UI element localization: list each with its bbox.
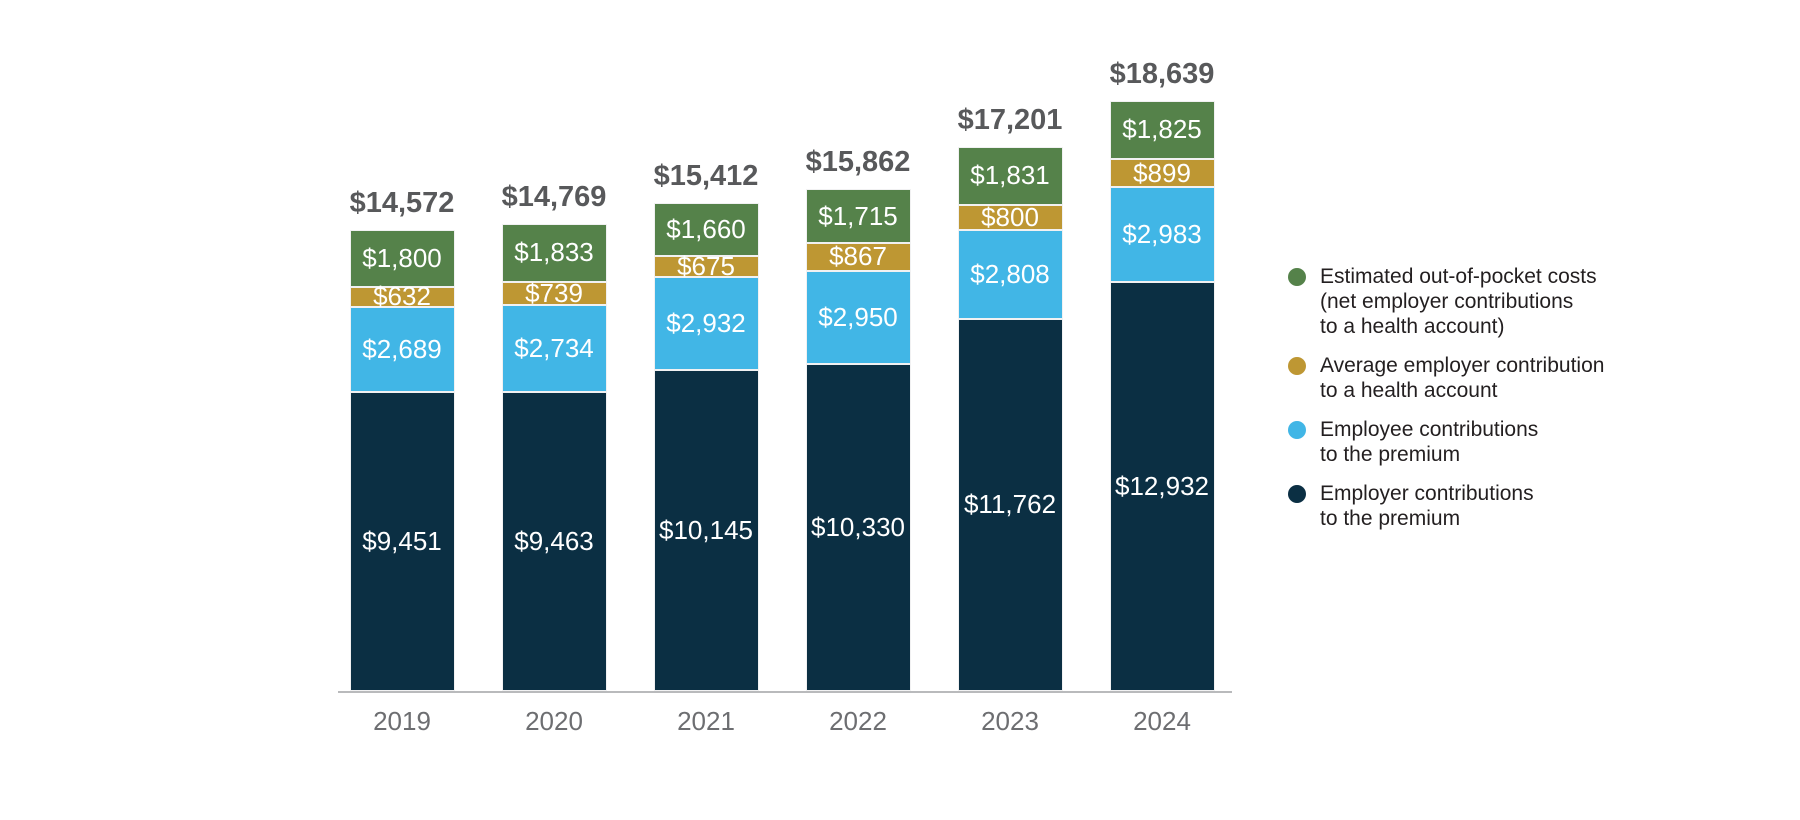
segment-value-label: $739 <box>525 277 583 308</box>
legend-entry-out-of-pocket: Estimated out-of-pocket costs (net emplo… <box>1288 264 1604 339</box>
segment-value-label: $1,800 <box>362 242 442 273</box>
bar-segment: $1,831 <box>957 146 1063 205</box>
bar-2022: $10,330 $2,950 $867 $1,715 <box>805 189 911 691</box>
bar-segment: $1,800 <box>349 229 455 287</box>
segment-value-label: $11,762 <box>963 489 1057 520</box>
bar-segment: $11,762 <box>957 318 1063 691</box>
bar-segment: $10,145 <box>653 369 759 691</box>
bar-segment: $1,833 <box>501 223 607 282</box>
segment-value-label: $899 <box>1133 157 1191 188</box>
bar-segment: $800 <box>957 201 1063 232</box>
segment-value-label: $2,734 <box>514 332 594 363</box>
bar-segment: $2,932 <box>653 277 759 370</box>
segment-value-label: $2,950 <box>818 301 898 332</box>
bar-segment: $12,932 <box>1109 281 1215 691</box>
bar-total-label: $17,201 <box>957 103 1063 136</box>
bar-segment: $899 <box>1109 157 1215 188</box>
legend-entry-employee-premium: Employee contributions to the premium <box>1288 417 1604 467</box>
legend-entry-employer-health-account: Average employer contribution to a healt… <box>1288 353 1604 403</box>
bar-segment: $675 <box>653 250 759 281</box>
legend-label: Employer contributions to the premium <box>1320 482 1534 530</box>
bar-segment: $2,808 <box>957 229 1063 319</box>
bar-segment: $1,715 <box>805 189 911 244</box>
bar-segment: $2,689 <box>349 306 455 392</box>
segment-value-label: $675 <box>677 250 735 281</box>
legend-entry-employer-premium: Employer contributions to the premium <box>1288 481 1604 531</box>
segment-value-label: $867 <box>829 241 887 272</box>
legend-label: Employee contributions to the premium <box>1320 418 1539 466</box>
segment-value-label: $9,463 <box>514 525 594 556</box>
bar-total-label: $14,572 <box>349 186 455 219</box>
bar-segment: $632 <box>349 281 455 312</box>
x-axis-line <box>338 691 1232 693</box>
segment-value-label: $800 <box>981 201 1039 232</box>
bar-segment: $867 <box>805 241 911 272</box>
bar-segment: $1,660 <box>653 203 759 256</box>
segment-value-label: $10,330 <box>811 512 905 543</box>
legend-dot-blue-icon <box>1288 421 1306 439</box>
bar-total-label: $14,769 <box>501 180 607 213</box>
segment-value-label: $2,689 <box>362 333 442 364</box>
segment-value-label: $2,983 <box>1122 219 1202 249</box>
segment-value-label: $632 <box>373 281 431 312</box>
segment-value-label: $2,932 <box>666 308 746 339</box>
segment-value-label: $9,451 <box>362 525 442 556</box>
bar-total-label: $15,412 <box>653 160 759 193</box>
bar-total-label: $18,639 <box>1109 58 1215 91</box>
x-axis-tick-label: 2019 <box>373 706 431 736</box>
bar-segment: $2,950 <box>805 270 911 365</box>
segment-value-label: $1,833 <box>514 237 594 268</box>
x-axis-tick-label: 2020 <box>525 706 583 736</box>
bar-segment: $9,451 <box>349 391 455 691</box>
chart-legend: Estimated out-of-pocket costs (net emplo… <box>1288 264 1604 531</box>
segment-value-label: $1,831 <box>970 160 1050 191</box>
segment-value-label: $1,825 <box>1122 114 1202 145</box>
bar-segment: $10,330 <box>805 364 911 691</box>
legend-dot-navy-icon <box>1288 485 1306 503</box>
segment-value-label: $1,715 <box>818 200 898 231</box>
x-axis-tick-label: 2024 <box>1133 706 1191 736</box>
segment-value-label: $2,808 <box>970 258 1050 289</box>
segment-value-label: $10,145 <box>659 514 753 545</box>
bar-2024: $12,932 $2,983 $899 $1,825 <box>1109 101 1215 691</box>
bar-segment: $2,734 <box>501 304 607 392</box>
bar-segment: $739 <box>501 277 607 308</box>
x-axis-tick-label: 2022 <box>829 706 887 736</box>
bar-segment: $9,463 <box>501 391 607 691</box>
bar-segment: $1,825 <box>1109 101 1215 159</box>
legend-dot-gold-icon <box>1288 357 1306 375</box>
segment-value-label: $1,660 <box>666 214 746 244</box>
x-axis-tick-label: 2023 <box>981 706 1039 736</box>
bar-segment: $2,983 <box>1109 187 1215 282</box>
x-axis-tick-label: 2021 <box>677 706 735 736</box>
legend-label: Average employer contribution to a healt… <box>1320 354 1605 402</box>
bar-total-label: $15,862 <box>805 145 911 178</box>
bar-2023: $11,762 $2,808 $800 $1,831 <box>957 146 1063 691</box>
bar-2019: $9,451 $2,689 $632 $1,800 <box>349 229 455 691</box>
segment-value-label: $12,932 <box>1115 470 1209 501</box>
legend-label: Estimated out-of-pocket costs (net emplo… <box>1320 265 1597 338</box>
bar-2020: $9,463 $2,734 $739 $1,833 <box>501 223 607 691</box>
legend-dot-green-icon <box>1288 268 1306 286</box>
bar-2021: $10,145 $2,932 $675 $1,660 <box>653 203 759 691</box>
